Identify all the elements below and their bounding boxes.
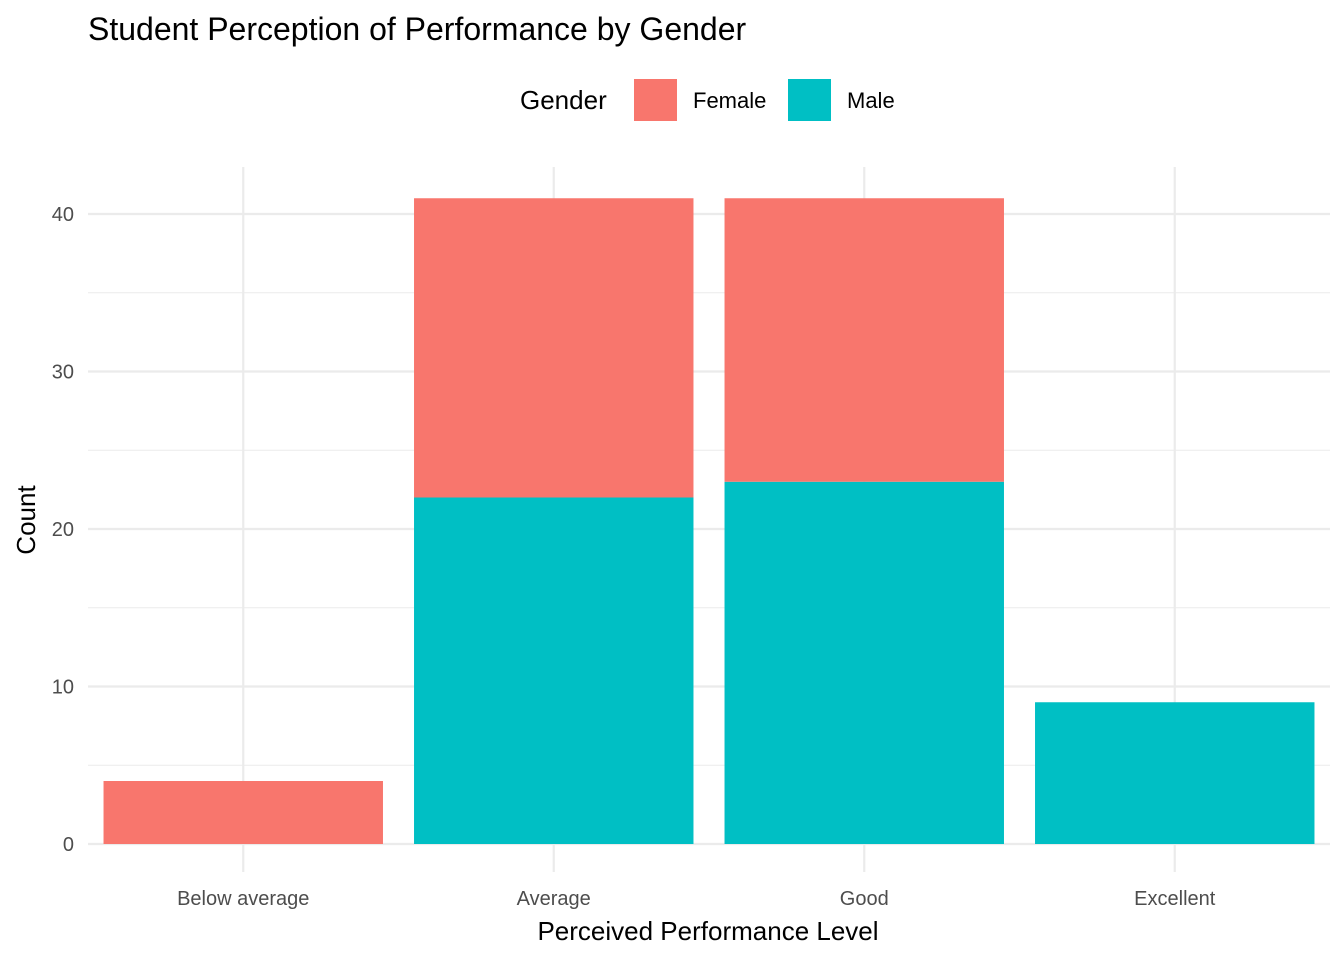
- bars: [103, 198, 1315, 844]
- legend-label-male: Male: [847, 88, 895, 113]
- chart-title: Student Perception of Performance by Gen…: [88, 11, 747, 47]
- y-tick-label: 0: [63, 834, 74, 856]
- legend-label-female: Female: [693, 88, 766, 113]
- y-tick-label: 30: [52, 362, 74, 384]
- bar-male-excellent: [1035, 702, 1315, 844]
- x-axis-ticks: Below average Average Good Excellent: [177, 888, 1216, 910]
- legend: Gender Female Male: [520, 79, 895, 121]
- bar-female-below-average: [103, 781, 383, 844]
- y-axis-ticks: 0 10 20 30 40: [52, 204, 74, 856]
- legend-key-male: [788, 79, 831, 121]
- legend-title: Gender: [520, 85, 607, 115]
- x-axis-title: Perceived Performance Level: [537, 916, 878, 946]
- x-tick-label: Excellent: [1134, 888, 1216, 910]
- y-tick-label: 20: [52, 519, 74, 541]
- y-tick-label: 10: [52, 677, 74, 699]
- bar-female-average: [414, 198, 694, 498]
- x-tick-label: Below average: [177, 888, 309, 910]
- x-tick-label: Average: [517, 888, 591, 910]
- x-tick-label: Good: [840, 888, 889, 910]
- bar-male-good: [724, 481, 1004, 844]
- bar-female-good: [724, 198, 1004, 482]
- bar-male-average: [414, 497, 694, 844]
- legend-key-female: [634, 79, 677, 121]
- y-axis-title: Count: [11, 485, 41, 555]
- y-tick-label: 40: [52, 204, 74, 226]
